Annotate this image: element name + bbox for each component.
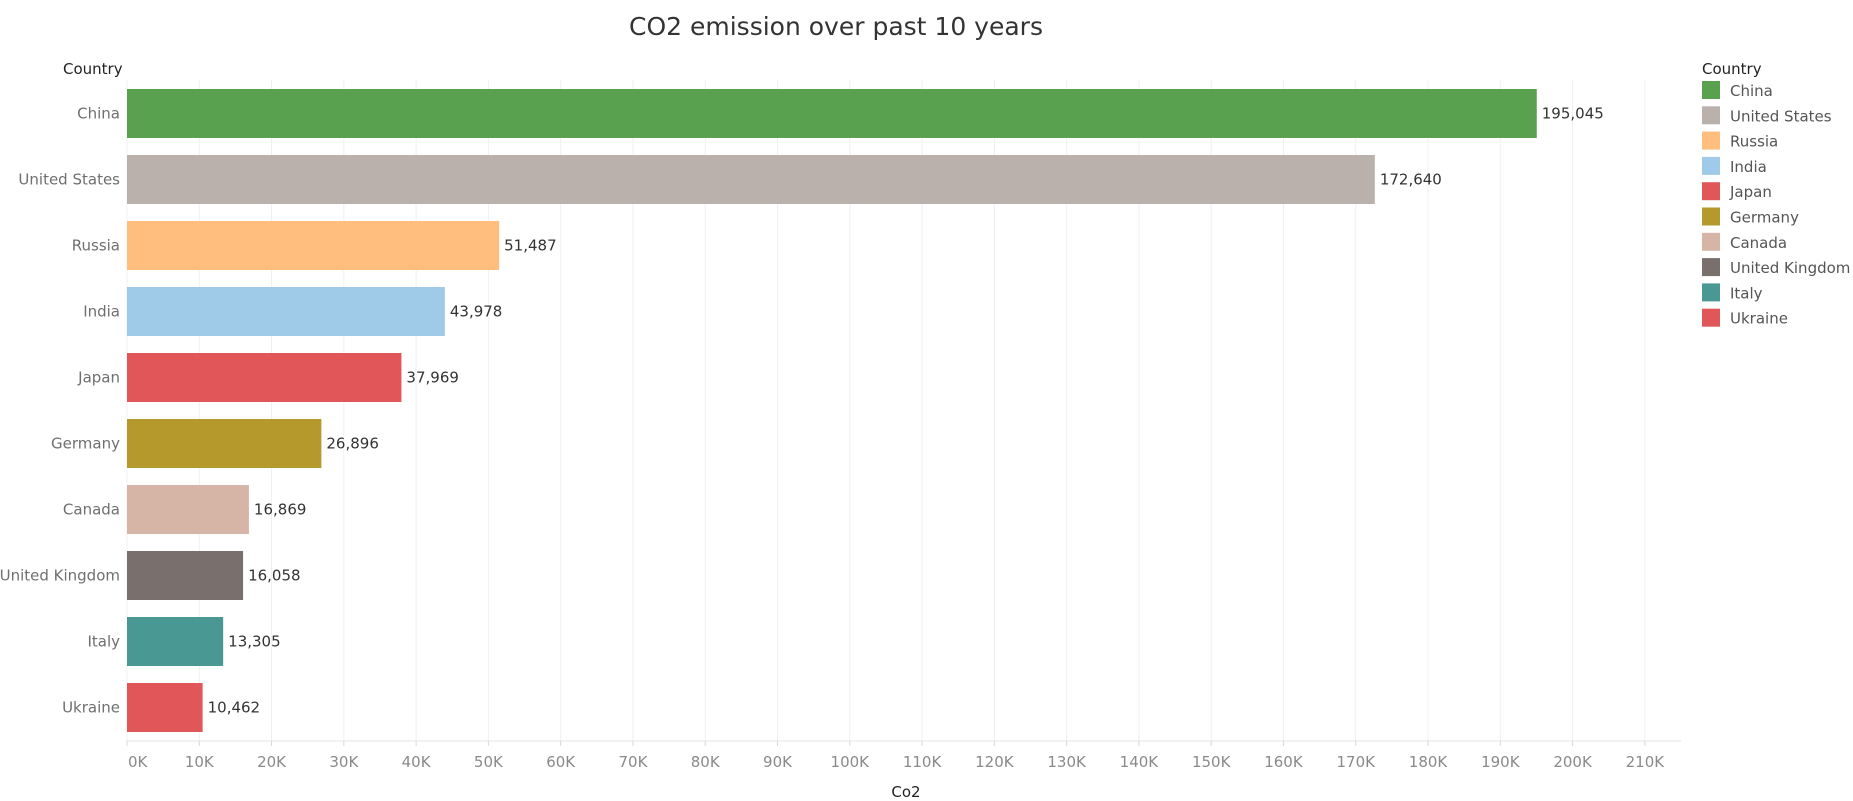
- category-label: United Kingdom: [0, 567, 120, 585]
- category-label: United States: [18, 171, 120, 189]
- legend-label: Italy: [1730, 284, 1763, 302]
- legend-swatch: [1702, 283, 1720, 302]
- legend-label: United Kingdom: [1730, 259, 1850, 277]
- legend-swatch: [1702, 258, 1720, 277]
- bar-ukraine: [127, 683, 203, 732]
- value-label: 10,462: [208, 699, 260, 717]
- category-label: Japan: [77, 369, 120, 387]
- x-tick-label: 150K: [1192, 753, 1232, 771]
- y-axis-header: Country: [63, 60, 123, 78]
- x-tick-label: 120K: [975, 753, 1015, 771]
- legend-swatch: [1702, 156, 1720, 175]
- x-tick-label: 20K: [257, 753, 287, 771]
- category-label: Germany: [51, 435, 120, 453]
- x-tick-label: 180K: [1409, 753, 1449, 771]
- legend-swatch: [1702, 308, 1720, 327]
- value-label: 16,058: [248, 567, 301, 585]
- category-label: Canada: [63, 501, 120, 519]
- x-tick-label: 50K: [474, 753, 504, 771]
- legend-label: United States: [1730, 107, 1832, 125]
- category-label: Ukraine: [62, 699, 120, 717]
- legend-label: Ukraine: [1730, 310, 1788, 328]
- legend-swatch: [1702, 182, 1720, 201]
- bar-germany: [127, 419, 322, 468]
- x-tick-label: 70K: [618, 753, 648, 771]
- x-tick-label: 10K: [185, 753, 215, 771]
- category-label: Italy: [87, 633, 120, 651]
- legend-swatch: [1702, 207, 1720, 226]
- category-labels: China United States Russia India Japan German…: [0, 105, 120, 717]
- value-label: 43,978: [450, 303, 503, 321]
- bar-italy: [127, 617, 224, 666]
- bar-united-states: [127, 155, 1375, 204]
- legend-label: India: [1730, 158, 1767, 176]
- category-label: India: [83, 303, 120, 321]
- value-label: 172,640: [1380, 171, 1442, 189]
- x-tick-label: 100K: [831, 753, 871, 771]
- x-tick-label: 30K: [329, 753, 359, 771]
- x-tick-label: 40K: [402, 753, 432, 771]
- legend-title: Country: [1702, 60, 1762, 78]
- category-label: China: [77, 105, 120, 123]
- bar-united-kingdom: [127, 551, 244, 600]
- value-label: 26,896: [326, 435, 379, 453]
- value-label: 37,969: [406, 369, 459, 387]
- legend-label: China: [1730, 82, 1773, 100]
- legend-swatch: [1702, 81, 1720, 99]
- bar-japan: [127, 353, 402, 402]
- bar-china: [127, 89, 1537, 138]
- legend: China United States Russia India Japan German…: [1702, 81, 1850, 328]
- x-axis-title: Co2: [891, 783, 920, 801]
- x-tick-label: 210K: [1626, 753, 1666, 771]
- bar-india: [127, 287, 445, 336]
- chart-title: CO2 emission over past 10 years: [629, 12, 1043, 41]
- legend-swatch: [1702, 232, 1720, 251]
- bar-russia: [127, 221, 500, 270]
- x-tick-label: 60K: [546, 753, 576, 771]
- value-labels: 195,045 172,640 51,487 43,978 37,969 26,896 16…: [208, 105, 1604, 717]
- value-label: 13,305: [228, 633, 281, 651]
- legend-label: Japan: [1729, 183, 1772, 201]
- x-tick-label: 110K: [903, 753, 943, 771]
- legend-swatch: [1702, 131, 1720, 150]
- x-tick-label: 200K: [1553, 753, 1593, 771]
- value-label: 16,869: [254, 501, 306, 519]
- legend-swatch: [1702, 106, 1720, 125]
- x-axis-ticks: 0K 10K 20K 30K 40K 50K 60K 70K 80K 90K 100K 110K 120…: [126, 741, 1666, 771]
- x-tick-label: 160K: [1264, 753, 1304, 771]
- x-tick-label: 0K: [128, 753, 149, 771]
- value-label: 195,045: [1542, 105, 1604, 123]
- x-tick-label: 130K: [1047, 753, 1087, 771]
- bar-canada: [127, 485, 249, 534]
- category-label: Russia: [72, 237, 120, 255]
- legend-label: Canada: [1730, 234, 1787, 252]
- bars: [127, 89, 1537, 732]
- legend-label: Russia: [1730, 133, 1778, 151]
- x-tick-label: 190K: [1481, 753, 1521, 771]
- x-tick-label: 80K: [691, 753, 721, 771]
- value-label: 51,487: [504, 237, 557, 255]
- x-tick-label: 90K: [763, 753, 793, 771]
- legend-label: Germany: [1730, 209, 1799, 227]
- x-tick-label: 170K: [1337, 753, 1377, 771]
- x-tick-label: 140K: [1120, 753, 1160, 771]
